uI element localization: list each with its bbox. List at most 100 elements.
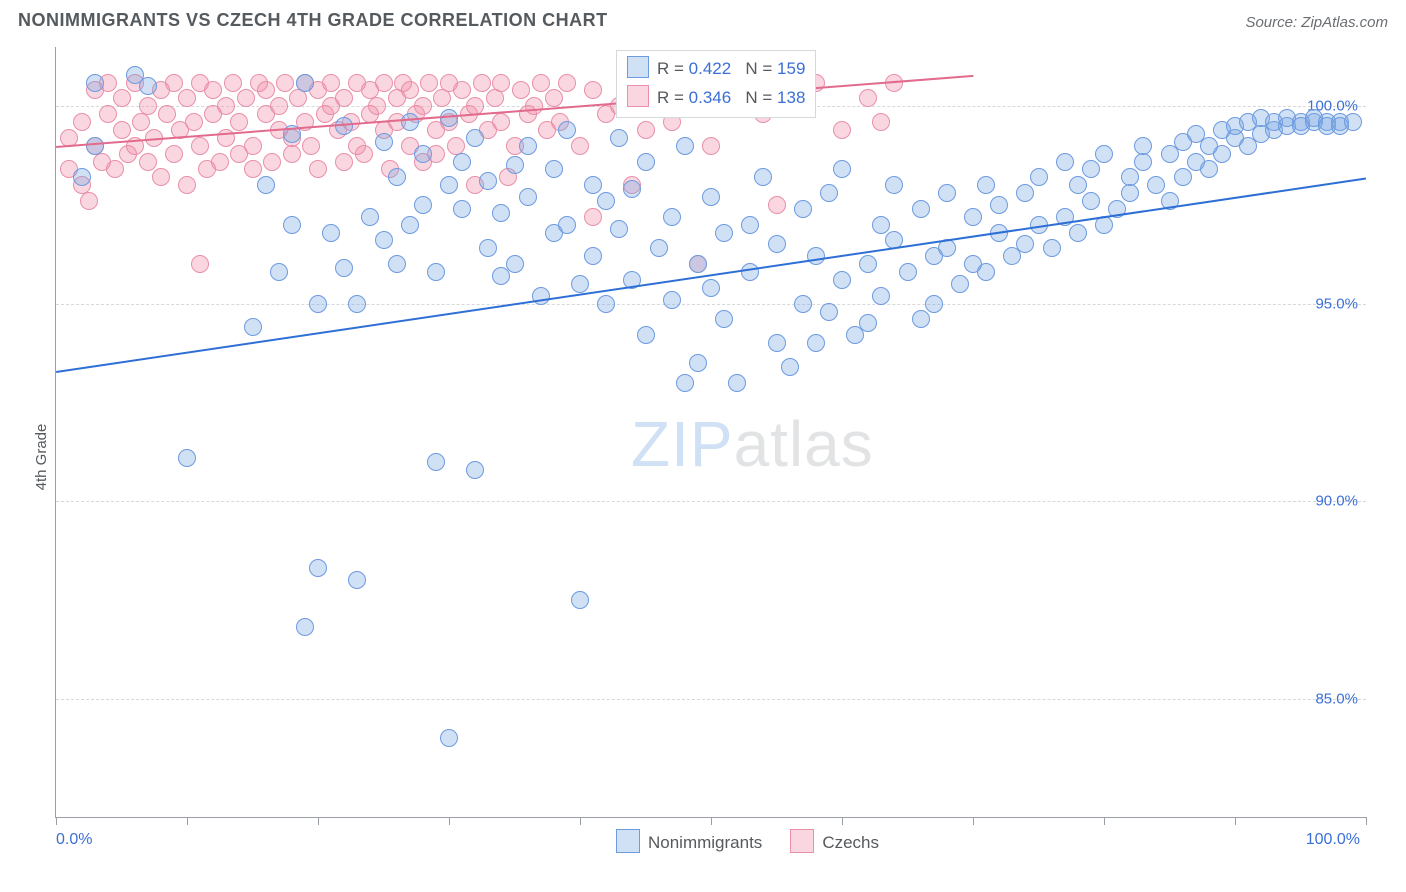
data-point: [420, 74, 438, 92]
data-point: [427, 263, 445, 281]
data-point: [263, 153, 281, 171]
data-point: [558, 121, 576, 139]
data-point: [224, 74, 242, 92]
data-point: [571, 137, 589, 155]
data-point: [132, 113, 150, 131]
data-point: [414, 97, 432, 115]
x-tick-mark: [318, 817, 319, 825]
data-point: [807, 247, 825, 265]
data-point: [1147, 176, 1165, 194]
data-point: [519, 137, 537, 155]
data-point: [623, 180, 641, 198]
data-point: [768, 334, 786, 352]
data-point: [73, 113, 91, 131]
data-point: [414, 196, 432, 214]
data-point: [990, 196, 1008, 214]
source-attribution: Source: ZipAtlas.com: [1245, 14, 1388, 31]
data-point: [244, 318, 262, 336]
data-point: [361, 208, 379, 226]
data-point: [610, 220, 628, 238]
data-point: [257, 176, 275, 194]
data-point: [237, 89, 255, 107]
data-point: [296, 74, 314, 92]
y-tick-label: 90.0%: [1315, 493, 1358, 510]
data-point: [820, 303, 838, 321]
data-point: [375, 74, 393, 92]
data-point: [388, 255, 406, 273]
data-point: [676, 374, 694, 392]
plot-area: 85.0%90.0%95.0%100.0%0.0%100.0%ZIPatlasR…: [55, 47, 1366, 818]
data-point: [479, 172, 497, 190]
data-point: [1016, 235, 1034, 253]
data-point: [492, 74, 510, 92]
data-point: [820, 184, 838, 202]
data-point: [283, 216, 301, 234]
data-point: [610, 129, 628, 147]
trend-line: [56, 177, 1366, 372]
y-tick-label: 85.0%: [1315, 690, 1358, 707]
data-point: [768, 235, 786, 253]
data-point: [1056, 153, 1074, 171]
data-point: [139, 153, 157, 171]
data-point: [1134, 153, 1152, 171]
x-tick-mark: [711, 817, 712, 825]
data-point: [348, 295, 366, 313]
data-point: [872, 216, 890, 234]
x-tick-mark: [973, 817, 974, 825]
data-point: [885, 176, 903, 194]
data-point: [977, 263, 995, 281]
x-tick-label: 100.0%: [1306, 831, 1360, 849]
data-point: [715, 310, 733, 328]
data-point: [388, 168, 406, 186]
data-point: [571, 591, 589, 609]
data-point: [637, 153, 655, 171]
data-point: [807, 334, 825, 352]
data-point: [276, 74, 294, 92]
data-point: [545, 160, 563, 178]
data-point: [650, 239, 668, 257]
gridline: [56, 501, 1366, 502]
data-point: [512, 81, 530, 99]
legend-row: R = 0.346 N = 138: [627, 84, 805, 113]
data-point: [859, 255, 877, 273]
legend-item: Czechs: [790, 829, 879, 853]
data-point: [355, 145, 373, 163]
data-point: [106, 160, 124, 178]
data-point: [139, 97, 157, 115]
data-point: [479, 239, 497, 257]
data-point: [113, 121, 131, 139]
data-point: [466, 129, 484, 147]
data-point: [473, 74, 491, 92]
data-point: [597, 295, 615, 313]
data-point: [977, 176, 995, 194]
x-tick-label: 0.0%: [56, 831, 92, 849]
data-point: [309, 295, 327, 313]
data-point: [506, 255, 524, 273]
data-point: [322, 74, 340, 92]
legend-row: R = 0.422 N = 159: [627, 55, 805, 84]
data-point: [165, 145, 183, 163]
data-point: [191, 137, 209, 155]
gridline: [56, 304, 1366, 305]
x-tick-mark: [449, 817, 450, 825]
data-point: [1082, 192, 1100, 210]
data-point: [1134, 137, 1152, 155]
gridline: [56, 699, 1366, 700]
data-point: [80, 192, 98, 210]
data-point: [584, 208, 602, 226]
data-point: [283, 145, 301, 163]
data-point: [335, 153, 353, 171]
data-point: [1030, 168, 1048, 186]
data-point: [289, 89, 307, 107]
data-point: [676, 137, 694, 155]
data-point: [309, 160, 327, 178]
data-point: [322, 224, 340, 242]
data-point: [715, 224, 733, 242]
data-point: [302, 137, 320, 155]
data-point: [427, 453, 445, 471]
data-point: [368, 97, 386, 115]
data-point: [663, 208, 681, 226]
data-point: [178, 89, 196, 107]
data-point: [663, 291, 681, 309]
data-point: [211, 153, 229, 171]
